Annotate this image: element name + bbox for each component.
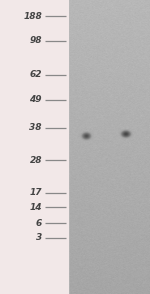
Text: 28: 28 [30,156,42,165]
Bar [0,0,69,294]
Text: 38: 38 [30,123,42,132]
Text: 98: 98 [30,36,42,45]
Text: 6: 6 [36,219,42,228]
Text: 3: 3 [36,233,42,242]
Text: 14: 14 [30,203,42,212]
Text: 49: 49 [30,96,42,104]
Text: 188: 188 [23,12,42,21]
Text: 17: 17 [30,188,42,197]
Text: 62: 62 [30,71,42,79]
